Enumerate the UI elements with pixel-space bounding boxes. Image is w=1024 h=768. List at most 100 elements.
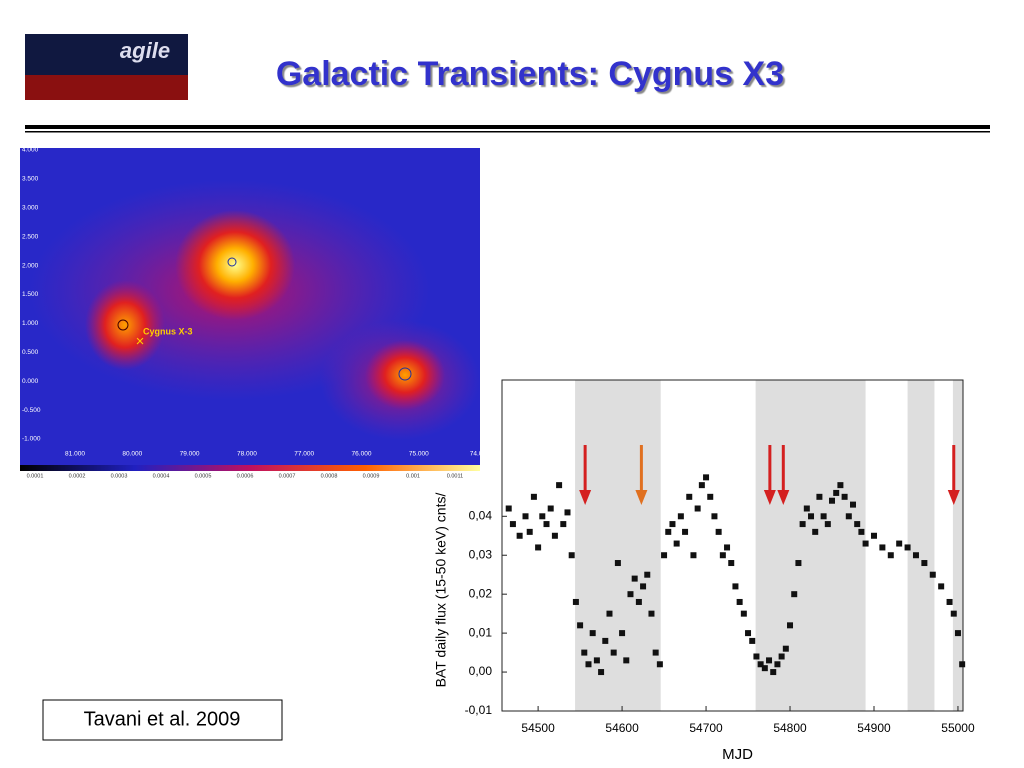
data-point: [808, 513, 815, 520]
data-point: [530, 493, 537, 500]
x-axis-label: MJD: [722, 746, 753, 763]
data-point: [644, 571, 651, 578]
data-point: [816, 493, 823, 500]
data-point: [698, 482, 705, 489]
data-point: [795, 560, 802, 567]
data-point: [614, 560, 621, 567]
data-point: [602, 637, 609, 644]
data-point: [652, 649, 659, 656]
data-point: [711, 513, 718, 520]
data-point: [640, 583, 647, 590]
data-point: [803, 505, 810, 512]
data-point: [950, 610, 957, 617]
data-point: [556, 482, 563, 489]
data-point: [921, 560, 928, 567]
colorbar-label: 0.0005: [195, 473, 212, 479]
map-x-tick: 77.000: [294, 451, 314, 458]
data-point: [829, 497, 836, 504]
cross: ×: [136, 333, 145, 350]
colorbar-label: 0.0011: [447, 473, 463, 479]
source-label: Cygnus X-3: [143, 326, 193, 336]
data-point: [619, 630, 626, 637]
map-x-tick: 79.000: [180, 451, 200, 458]
logo-text: agile: [120, 38, 170, 63]
data-point: [715, 528, 722, 535]
y-tick-label: -0,01: [465, 703, 493, 717]
data-point: [858, 528, 865, 535]
data-point: [724, 544, 731, 551]
data-point: [598, 669, 605, 676]
x-tick-label: 54600: [605, 721, 639, 735]
map-x-tick: 74.0: [470, 451, 483, 458]
map-y-tick: 1.500: [22, 291, 39, 298]
data-point: [854, 521, 861, 528]
data-point: [841, 493, 848, 500]
y-tick-label: 0,03: [469, 547, 493, 561]
colorbar-label: 0.0002: [69, 473, 86, 479]
data-point: [862, 540, 869, 547]
data-point: [766, 657, 773, 664]
source: [365, 340, 445, 410]
x-tick-label: 54800: [773, 721, 807, 735]
rule-thick: [25, 125, 990, 129]
arrow-head: [777, 490, 790, 505]
data-point: [572, 598, 579, 605]
data-point: [719, 552, 726, 559]
data-point: [749, 637, 756, 644]
data-point: [564, 509, 571, 516]
colorbar-label: 0.0001: [27, 473, 44, 479]
y-axis-label: BAT daily flux (15-50 keV) cnts/: [433, 493, 449, 688]
data-point: [677, 513, 684, 520]
data-point: [954, 630, 961, 637]
arrow-head: [763, 490, 776, 505]
data-point: [560, 521, 567, 528]
data-point: [610, 649, 617, 656]
map-x-tick: 81.000: [65, 451, 85, 458]
rule-thin: [25, 131, 990, 133]
map-y-tick: 0.000: [22, 378, 39, 385]
data-point: [757, 661, 764, 668]
map-y-tick: 3.000: [22, 205, 39, 212]
data-point: [778, 653, 785, 660]
shaded-region: [755, 380, 866, 711]
arrow-head: [579, 490, 592, 505]
shaded-region: [952, 380, 963, 711]
map-y-tick: -0.500: [22, 407, 41, 414]
data-point: [631, 575, 638, 582]
data-point: [770, 669, 777, 676]
data-point: [669, 521, 676, 528]
data-point: [522, 513, 529, 520]
data-point: [732, 583, 739, 590]
data-point: [547, 505, 554, 512]
y-tick-label: 0,02: [469, 586, 493, 600]
x-tick-label: 54900: [857, 721, 891, 735]
data-point: [551, 532, 558, 539]
data-point: [623, 657, 630, 664]
data-point: [736, 598, 743, 605]
data-point: [837, 482, 844, 489]
x-tick-label: 54700: [689, 721, 723, 735]
colorbar-label: 0.0007: [279, 473, 296, 479]
map-y-tick: -1.000: [22, 436, 41, 443]
data-point: [879, 544, 886, 551]
map-x-tick: 80.000: [122, 451, 142, 458]
colorbar-label: 0.0009: [363, 473, 380, 479]
shaded-region: [907, 380, 935, 711]
data-point: [656, 661, 663, 668]
citation: Tavani et al. 2009: [84, 708, 241, 730]
y-tick-label: 0,00: [469, 664, 493, 678]
colorbar-label: 0.0003: [111, 473, 128, 479]
data-point: [543, 521, 550, 528]
data-point: [516, 532, 523, 539]
x-tick-label: 54500: [521, 721, 555, 735]
data-point: [665, 528, 672, 535]
source: [85, 280, 165, 370]
data-point: [849, 501, 856, 508]
data-point: [593, 657, 600, 664]
logo-band: [25, 75, 188, 100]
y-tick-label: 0,01: [469, 625, 493, 639]
data-point: [904, 544, 911, 551]
data-point: [728, 560, 735, 567]
data-point: [761, 665, 768, 672]
